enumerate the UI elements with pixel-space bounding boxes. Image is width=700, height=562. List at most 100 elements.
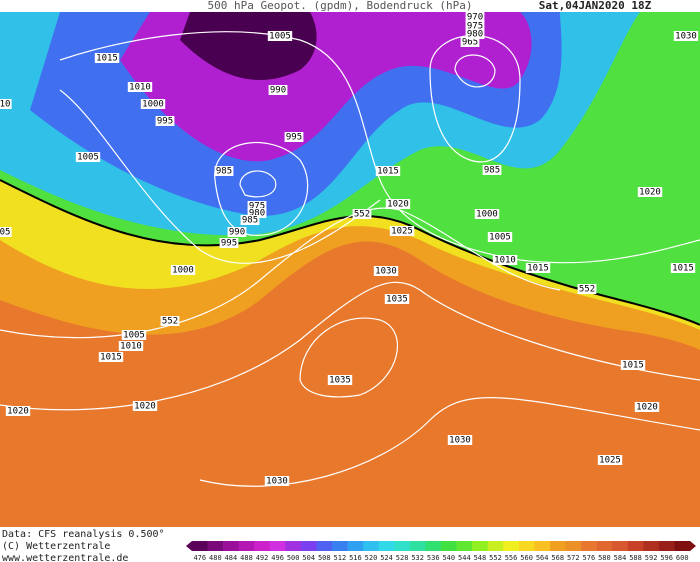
map-label: 965 (462, 38, 478, 48)
label-box (465, 21, 485, 31)
map-label: 1000 (476, 210, 498, 220)
scale-label: 588 (629, 554, 642, 562)
scale-label: 504 (302, 554, 315, 562)
scale-cell (269, 541, 286, 551)
label-box (75, 152, 101, 162)
map-label: 980 (249, 209, 265, 219)
map-label: 980 (467, 30, 483, 40)
label-box (634, 402, 660, 412)
scale-cell (456, 541, 473, 551)
scale-cell (378, 541, 395, 551)
label-box (170, 265, 196, 275)
label-box (214, 166, 234, 176)
scale-label: 564 (536, 554, 549, 562)
scale-cell (503, 541, 520, 551)
label-box (492, 255, 518, 265)
map-label: 990 (270, 86, 286, 96)
map-label: 1005 (489, 233, 511, 243)
label-box (637, 187, 663, 197)
scale-label: 572 (567, 554, 580, 562)
copyright: (C) Wetterzentrale (2, 541, 110, 552)
scale-cell (332, 541, 348, 551)
map-label: 1015 (96, 54, 118, 64)
scale-label: 476 (193, 554, 206, 562)
map-label: 1010 (494, 256, 516, 266)
scale-label: 528 (396, 554, 409, 562)
label-box (240, 215, 260, 225)
label-box (121, 330, 147, 340)
label-box (219, 238, 239, 248)
map-label: 1005 (269, 32, 291, 42)
map-label: 1015 (100, 353, 122, 363)
scale-cell (487, 541, 504, 551)
label-box (284, 132, 304, 142)
label-box (460, 37, 480, 47)
scale-cell (472, 541, 488, 551)
scale-label: 592 (645, 554, 658, 562)
map-label: 1020 (636, 403, 658, 413)
scale-cell (363, 541, 380, 551)
map-label: 1025 (391, 227, 413, 237)
map-label: 1030 (675, 32, 697, 42)
map-label: 552 (579, 285, 595, 295)
label-box (384, 294, 410, 304)
title: 500 hPa Geopot. (gpdm), Bodendruck (hPa) (208, 0, 473, 12)
map (0, 12, 700, 527)
label-box (487, 232, 513, 242)
map-label: 1000 (172, 266, 194, 276)
scale-cell (425, 541, 442, 551)
map-label: 1020 (639, 188, 661, 198)
label-box (155, 116, 175, 126)
label-box (620, 360, 646, 370)
scale-label: 484 (225, 554, 238, 562)
map-label: 1025 (599, 456, 621, 466)
map-label: 1015 (527, 264, 549, 274)
label-box (5, 406, 31, 416)
label-box (160, 316, 180, 326)
scale-cell (394, 541, 411, 551)
scale-label: 512 (334, 554, 347, 562)
scale-cell (518, 541, 535, 551)
source: Data: CFS reanalysis 0.500° (2, 529, 165, 540)
label-box (247, 201, 267, 211)
scale-label: 532 (411, 554, 424, 562)
label-box (465, 29, 485, 39)
label-box (385, 199, 411, 209)
label-box (352, 209, 372, 219)
scale-label: 584 (614, 554, 627, 562)
label-box (264, 476, 290, 486)
map-label: 970 (467, 13, 483, 23)
map-label: 1010 (129, 83, 151, 93)
map-label: 1015 (377, 167, 399, 177)
map-label: 552 (354, 210, 370, 220)
scale-cell (581, 541, 597, 551)
scale-label: 536 (427, 554, 440, 562)
scale-label: 548 (474, 554, 487, 562)
scale-label: 560 (520, 554, 533, 562)
scale-label: 508 (318, 554, 331, 562)
map-label: 1020 (7, 407, 29, 417)
map-label: 975 (249, 202, 265, 212)
label-box (673, 31, 699, 41)
label-box (132, 401, 158, 411)
map-label: 995 (157, 117, 173, 127)
map-label: 10 (0, 100, 10, 110)
labels: 1005101510101000995100599099598597598098… (0, 12, 699, 487)
label-box (447, 435, 473, 445)
label-box (247, 208, 267, 218)
map-label: 1035 (386, 295, 408, 305)
label-box (94, 53, 120, 63)
scale-cell (549, 541, 566, 551)
color-scale: 476 480 484 488 492 496 500 504 508 512 516 520 524 5… (186, 541, 696, 562)
scale-cell (643, 541, 660, 551)
scale-cell (254, 541, 271, 551)
scale-arrow-right (690, 541, 696, 551)
label-box (227, 227, 247, 237)
map-label: 985 (484, 166, 500, 176)
map-label: 1015 (622, 361, 644, 371)
label-box (597, 455, 623, 465)
map-label: 1015 (672, 264, 694, 274)
map-label: 05 (0, 228, 10, 238)
scale-cell (300, 541, 317, 551)
